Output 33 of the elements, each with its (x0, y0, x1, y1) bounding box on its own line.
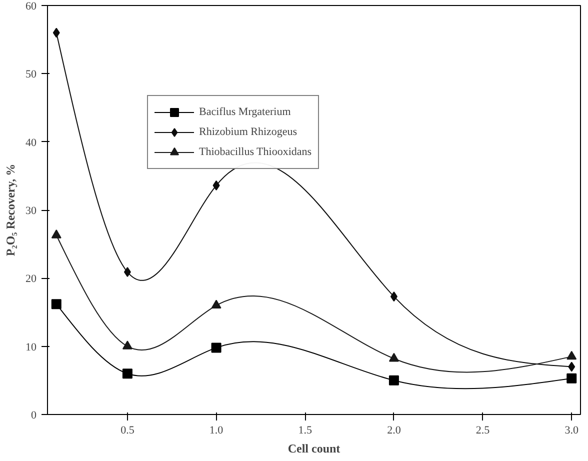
y-axis-title: P₂O₅ Recovery, % (4, 164, 18, 256)
x-tick-label: 3.0 (564, 424, 579, 436)
x-axis-title: Cell count (288, 442, 340, 456)
x-tick-label: 1.5 (298, 424, 312, 436)
point (211, 342, 222, 353)
y-tick-label: 20 (26, 273, 37, 286)
legend-label: Baciflus Mrgaterium (199, 106, 291, 118)
point (566, 350, 577, 360)
point (390, 292, 398, 302)
point (52, 28, 60, 38)
y-tick-label: 50 (26, 68, 37, 81)
x-tick-label: 2.5 (476, 424, 490, 436)
point (566, 373, 577, 384)
y-tick-label: 30 (26, 205, 37, 217)
y-tick-label: 10 (26, 341, 37, 354)
y-tick-label: 0 (31, 410, 37, 422)
x-tick-label: 0.5 (120, 424, 135, 436)
point (122, 340, 132, 350)
x-tick-label: 2.0 (387, 424, 402, 436)
point (388, 375, 399, 386)
y-tick-label: 60 (26, 0, 37, 12)
legend-label: Thiobacillus Thiooxidans (199, 146, 312, 158)
point (122, 368, 132, 379)
legend-label: Rhizobium Rhizogeus (199, 126, 298, 138)
x-tick-label: 1.0 (209, 424, 224, 436)
point (51, 230, 62, 238)
y-tick-label: 40 (26, 136, 37, 149)
point (211, 300, 222, 309)
point (124, 267, 131, 278)
point (51, 299, 62, 310)
point (388, 352, 399, 362)
point (212, 180, 220, 190)
point (568, 362, 576, 372)
